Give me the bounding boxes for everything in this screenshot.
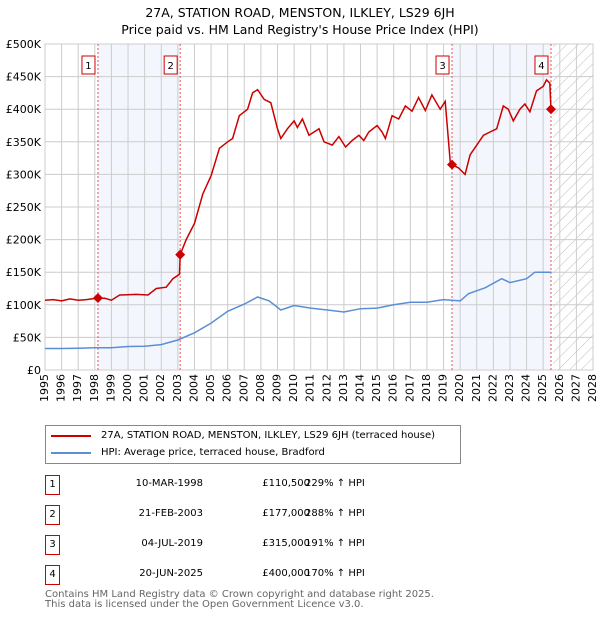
footer-line2: This data is licensed under the Open Gov… xyxy=(45,599,364,610)
sale-label-box xyxy=(81,55,96,75)
x-tick-label: 2017 xyxy=(403,374,416,402)
sale-label-box xyxy=(163,55,178,75)
x-tick-label: 2021 xyxy=(470,374,483,402)
sale-date: 20-JUN-2025 xyxy=(139,568,203,579)
y-tick-label: £200K xyxy=(6,234,42,247)
sale-point xyxy=(545,104,556,115)
x-tick-label: 2016 xyxy=(387,374,400,402)
sale-number: 2 xyxy=(45,505,60,525)
sale-date: 10-MAR-1998 xyxy=(135,478,203,489)
plot-frame xyxy=(44,43,594,371)
x-tick-label: 2013 xyxy=(337,374,350,402)
x-tick-label: 1996 xyxy=(55,374,68,402)
sale-hpi: 288% ↑ HPI xyxy=(305,508,365,519)
sale-label-box xyxy=(435,55,450,75)
x-tick-label: 2022 xyxy=(486,374,499,402)
sale-hpi: 229% ↑ HPI xyxy=(305,478,365,489)
sale-row: 4 20-JUN-2025 £400,000 170% ↑ HPI xyxy=(45,565,465,585)
legend-blue-line xyxy=(51,451,91,454)
sale-point xyxy=(175,249,186,260)
y-tick-label: £450K xyxy=(6,71,42,84)
x-tick-label: 2019 xyxy=(437,374,450,402)
sale-number: 3 xyxy=(45,535,60,555)
footer-line1: Contains HM Land Registry data © Crown c… xyxy=(45,589,434,600)
legend-hpi: HPI: Average price, terraced house, Brad… xyxy=(101,447,325,458)
x-tick-label: 2026 xyxy=(553,374,566,402)
y-tick-label: £50K xyxy=(13,331,42,344)
x-tick-label: 1997 xyxy=(71,374,84,402)
sale-price: £315,000 xyxy=(262,538,310,549)
sale-price: £400,000 xyxy=(262,568,310,579)
sale-label-box xyxy=(534,55,549,75)
sale-label: 2 xyxy=(167,61,173,72)
property-price-line xyxy=(45,78,552,302)
x-tick-label: 2015 xyxy=(370,374,383,402)
x-tick-label: 2001 xyxy=(138,374,151,402)
sale-label: 1 xyxy=(85,61,91,72)
x-tick-label: 2010 xyxy=(287,374,300,402)
x-tick-label: 2009 xyxy=(270,374,283,402)
x-tick-label: 2000 xyxy=(121,374,134,402)
x-tick-label: 2012 xyxy=(320,374,333,402)
x-tick-label: 2007 xyxy=(237,374,250,402)
y-tick-label: £150K xyxy=(6,266,42,279)
x-tick-label: 1998 xyxy=(88,374,101,402)
sale-number: 4 xyxy=(45,565,60,585)
sale-point xyxy=(92,292,103,303)
y-tick-label: £500K xyxy=(6,38,42,51)
sale-point xyxy=(447,159,458,170)
y-tick-label: £250K xyxy=(6,201,42,214)
x-tick-label: 2020 xyxy=(453,374,466,402)
sale-label: 3 xyxy=(439,61,445,72)
x-tick-label: 2014 xyxy=(354,374,367,402)
x-tick-label: 2005 xyxy=(204,374,217,402)
sale-label: 4 xyxy=(538,61,544,72)
chart-subtitle: Price paid vs. HM Land Registry's House … xyxy=(121,22,479,37)
y-tick-label: £0 xyxy=(27,364,41,377)
x-tick-label: 2024 xyxy=(520,374,533,402)
y-tick-label: £350K xyxy=(6,136,42,149)
sale-price: £177,000 xyxy=(262,508,310,519)
x-tick-label: 2023 xyxy=(503,374,516,402)
x-tick-label: 1995 xyxy=(38,374,51,402)
y-tick-label: £400K xyxy=(6,103,42,116)
sale-row: 2 21-FEB-2003 £177,000 288% ↑ HPI xyxy=(45,505,465,525)
legend: 27A, STATION ROAD, MENSTON, ILKLEY, LS29… xyxy=(45,425,461,464)
x-tick-label: 1999 xyxy=(104,374,117,402)
x-tick-label: 2003 xyxy=(171,374,184,402)
legend-property: 27A, STATION ROAD, MENSTON, ILKLEY, LS29… xyxy=(101,430,436,441)
chart-title: 27A, STATION ROAD, MENSTON, ILKLEY, LS29… xyxy=(145,5,455,20)
sale-date: 04-JUL-2019 xyxy=(141,538,203,549)
sale-hpi: 191% ↑ HPI xyxy=(305,538,365,549)
price-chart: 1995 1996 1997 1998 1999 2000 2001 2002 2003 2004… xyxy=(6,38,599,402)
sale-number: 1 xyxy=(45,475,60,495)
hpi-line xyxy=(45,271,552,350)
x-tick-label: 2027 xyxy=(569,374,582,402)
x-tick-label: 2002 xyxy=(154,374,167,402)
sale-hpi: 170% ↑ HPI xyxy=(305,568,365,579)
y-tick-label: £100K xyxy=(6,299,42,312)
x-tick-label: 2028 xyxy=(586,374,599,402)
x-tick-label: 2011 xyxy=(304,374,317,402)
y-tick-label: £300K xyxy=(6,168,42,181)
sale-row: 3 04-JUL-2019 £315,000 191% ↑ HPI xyxy=(45,535,465,555)
sale-row: 1 10-MAR-1998 £110,500 229% ↑ HPI xyxy=(45,475,465,495)
sale-date: 21-FEB-2003 xyxy=(138,508,203,519)
sale-price: £110,500 xyxy=(262,478,310,489)
x-tick-label: 2006 xyxy=(221,374,234,402)
footer: Contains HM Land Registry data © Crown c… xyxy=(45,590,434,610)
x-tick-label: 2025 xyxy=(536,374,549,402)
x-tick-label: 2004 xyxy=(187,374,200,402)
x-tick-label: 2018 xyxy=(420,374,433,402)
legend-red-line xyxy=(51,434,91,437)
x-tick-label: 2008 xyxy=(254,374,267,402)
